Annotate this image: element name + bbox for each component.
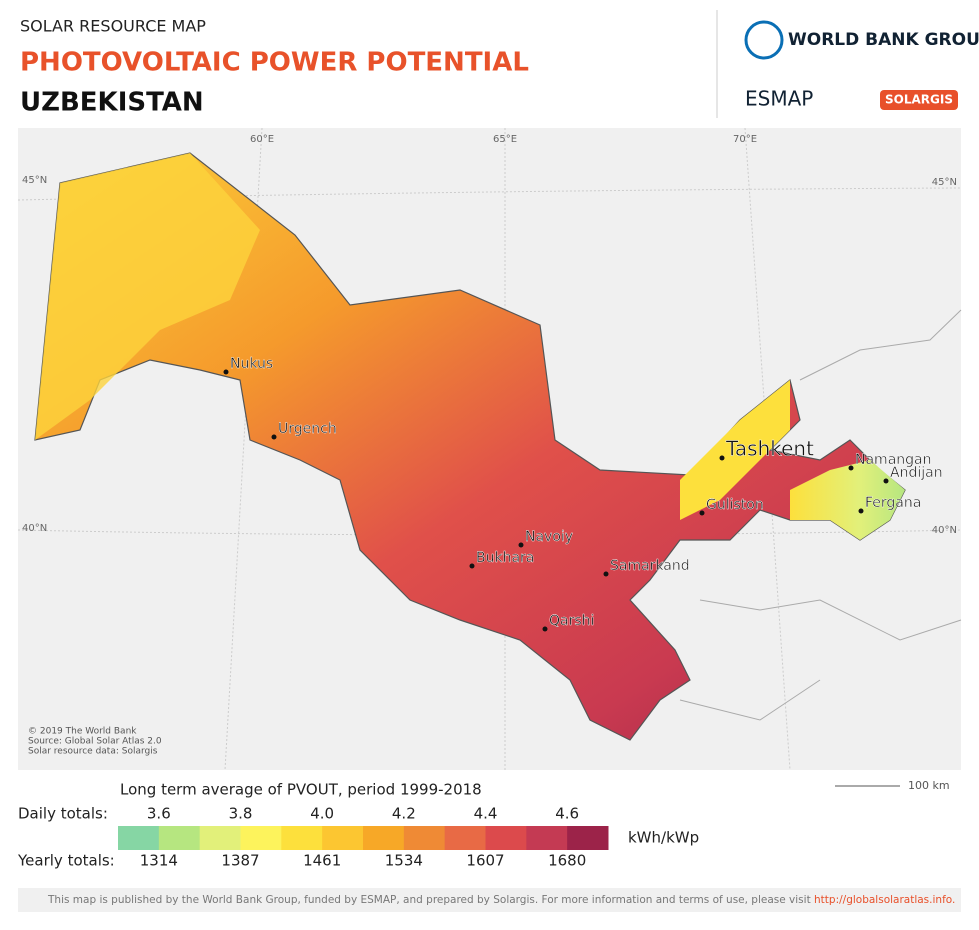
legend-unit: kWh/kWp — [628, 829, 699, 847]
city-label: Navoiy — [525, 529, 573, 545]
legend-swatch — [526, 826, 568, 850]
graticule-label: 45°N — [22, 175, 47, 186]
world-bank-icon — [744, 20, 784, 60]
city-dot — [883, 478, 889, 484]
footer-text: This map is published by the World Bank … — [47, 894, 955, 906]
city-label: Fergana — [865, 495, 921, 511]
logo-text: ESMAP — [745, 87, 813, 111]
legend-swatch — [363, 826, 405, 850]
city-dot — [858, 508, 864, 514]
graticule-label: 60°E — [250, 134, 274, 145]
city-dot — [699, 510, 705, 516]
legend-swatch — [281, 826, 323, 850]
legend-swatch — [240, 826, 282, 850]
yearly-tick: 1387 — [221, 852, 259, 870]
footer-link[interactable]: http://globalsolaratlas.info. — [814, 894, 955, 906]
graticule-label: 40°N — [22, 523, 47, 534]
legend-swatch — [118, 826, 160, 850]
borders — [679, 309, 962, 721]
city-label: Namangan — [855, 452, 931, 468]
daily-tick: 4.4 — [474, 805, 498, 823]
yearly-tick: 1314 — [140, 852, 178, 870]
city-label: Qarshi — [549, 613, 594, 629]
legend-swatch — [485, 826, 527, 850]
solargis-badge — [880, 90, 958, 110]
yearly-tick: 1461 — [303, 852, 341, 870]
credit: © 2019 The World Bank — [28, 727, 137, 737]
graticule-label: 45°N — [932, 177, 957, 188]
title: PHOTOVOLTAIC POWER POTENTIAL — [20, 48, 529, 78]
yearly-tick: 1534 — [385, 852, 423, 870]
city-dot — [603, 571, 609, 577]
scale-label: 100 km — [908, 779, 950, 792]
legend-swatch — [199, 826, 241, 850]
legend-swatch — [322, 826, 364, 850]
daily-tick: 4.0 — [310, 805, 334, 823]
country: UZBEKISTAN — [20, 88, 204, 118]
logo-text: WORLD BANK GROUP — [788, 30, 979, 50]
yearly-tick: 1680 — [548, 852, 586, 870]
city-label: Tashkent — [725, 437, 814, 461]
city-label: Samarkand — [610, 558, 690, 574]
footer-background — [18, 888, 961, 912]
city-dot — [542, 626, 548, 632]
city-label: Nukus — [230, 356, 273, 372]
legend-label: Daily totals: — [18, 805, 108, 823]
graticule-label: 40°N — [932, 525, 957, 536]
city-dot — [848, 465, 854, 471]
legend-label: Yearly totals: — [17, 852, 115, 870]
logo-text: SOLARGIS — [885, 93, 953, 107]
country-shape — [34, 152, 906, 741]
city-dot — [469, 563, 475, 569]
city-label: Bukhara — [476, 550, 534, 566]
city-label: Guliston — [706, 497, 764, 513]
city-label: Andijan — [890, 465, 943, 481]
legend-title: Long term average of PVOUT, period 1999-… — [120, 781, 482, 799]
graticule — [17, 127, 962, 771]
legend-swatch — [158, 826, 201, 850]
daily-tick: 4.6 — [555, 805, 579, 823]
city-dot — [223, 369, 229, 375]
city-dot — [271, 434, 277, 440]
footer-note: This map is published by the World Bank … — [47, 894, 814, 906]
north-region — [35, 153, 260, 440]
fergana-valley — [790, 460, 905, 540]
city-label: Urgench — [278, 421, 337, 437]
yearly-tick: 1607 — [466, 852, 504, 870]
legend-swatch — [444, 826, 486, 850]
legend-swatch — [567, 826, 609, 850]
daily-tick: 3.8 — [229, 805, 253, 823]
daily-tick: 4.2 — [392, 805, 416, 823]
kicker: SOLAR RESOURCE MAP — [20, 17, 206, 36]
daily-tick: 3.6 — [147, 805, 171, 823]
graticule-label: 65°E — [493, 134, 517, 145]
credit: Solar resource data: Solargis — [28, 747, 158, 757]
legend-swatch — [403, 826, 446, 850]
city-dot — [719, 455, 725, 461]
tashkent-region — [680, 380, 790, 520]
credit: Source: Global Solar Atlas 2.0 — [28, 737, 162, 747]
city-dot — [518, 542, 524, 548]
graticule-label: 70°E — [733, 134, 757, 145]
